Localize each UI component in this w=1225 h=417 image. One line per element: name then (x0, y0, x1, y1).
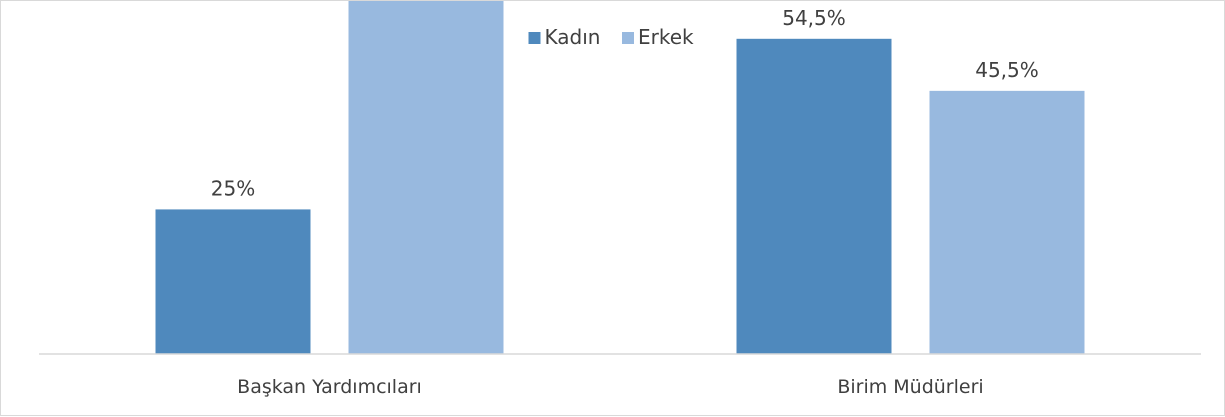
legend-label-kadın: Kadın (545, 25, 601, 49)
data-labels: 25%75%54,5%45,5% (211, 6, 1039, 201)
bar-kadın-1 (736, 38, 892, 354)
category-label-1: Birim Müdürleri (837, 376, 983, 398)
bars (155, 1, 1085, 354)
bar-kadın-0 (155, 209, 311, 354)
legend: Kadın Erkek (528, 25, 694, 49)
data-label-kadın-1: 54,5% (782, 6, 846, 30)
legend-label-erkek: Erkek (638, 25, 694, 49)
legend-swatch-erkek (622, 32, 634, 44)
bar-erkek-1 (929, 90, 1085, 354)
legend-swatch-kadın (528, 32, 541, 44)
bar-erkek-0 (348, 1, 504, 354)
category-labels: Başkan Yardımcıları Birim Müdürleri (237, 376, 984, 398)
data-label-erkek-1: 45,5% (975, 58, 1039, 82)
category-label-0: Başkan Yardımcıları (237, 376, 422, 398)
data-label-kadın-0: 25% (211, 176, 255, 200)
